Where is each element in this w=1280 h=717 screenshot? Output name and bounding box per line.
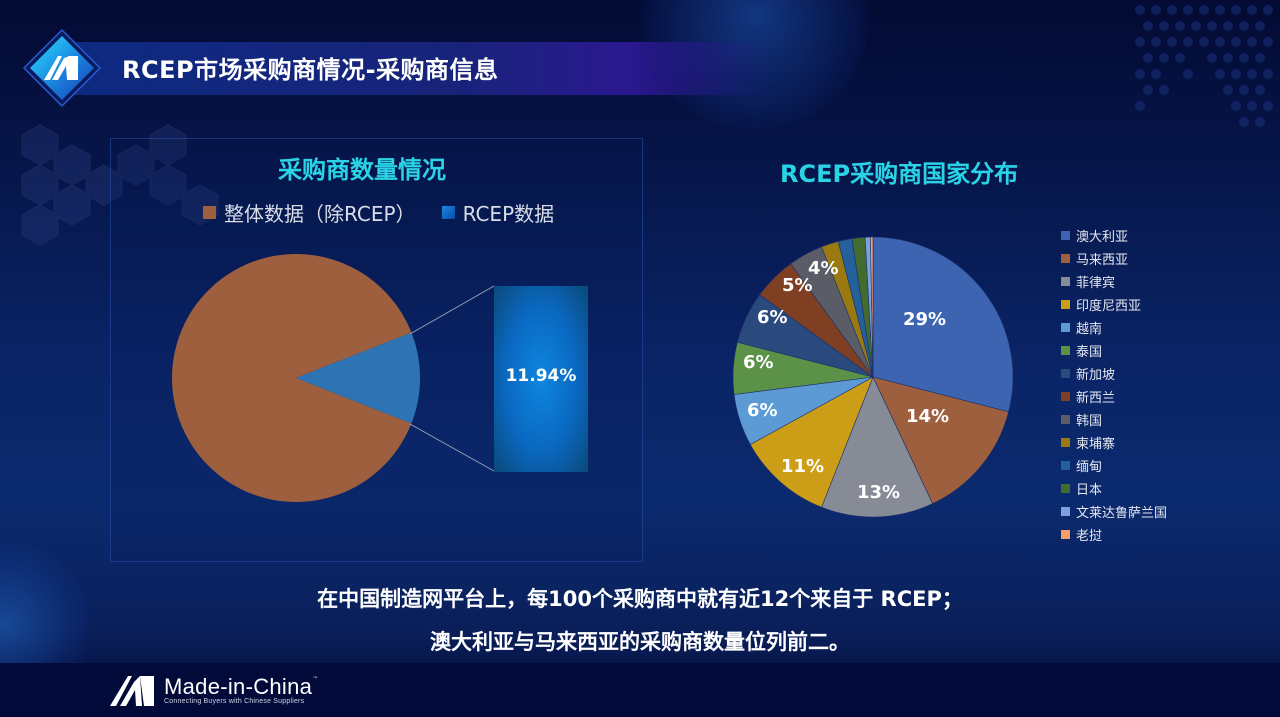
legend-swatch: [1061, 369, 1070, 378]
legend-item: 日本: [1061, 477, 1167, 500]
legend-label: 文莱达鲁萨兰国: [1076, 506, 1168, 521]
footer-brand-logo: Made-in-China™ Connecting Buyers with Ch…: [110, 672, 318, 708]
pie-slice-rcep: [296, 332, 421, 424]
legend-item: 韩国: [1061, 408, 1167, 431]
pie-label-new-zealand: 5%: [782, 275, 813, 296]
legend-item: 马来西亚: [1061, 247, 1167, 270]
legend-label: 整体数据（除RCEP）: [224, 202, 416, 226]
pie-label-australia: 29%: [903, 309, 947, 330]
brand-tagline: Connecting Buyers with Chinese Suppliers: [164, 697, 305, 705]
pie-slice-australia: [872, 236, 1014, 413]
right-chart-legend: 澳大利亚 马来西亚 菲律宾 印度尼西亚 越南 泰国 新加坡 新西兰 韩国 柬埔寨…: [1061, 224, 1167, 546]
legend-swatch: [1061, 484, 1070, 493]
legend-swatch: [1061, 392, 1070, 401]
legend-swatch: [441, 206, 455, 219]
legend-label: 马来西亚: [1076, 253, 1129, 268]
title-bar: [70, 42, 770, 95]
footer-bar: [0, 663, 1280, 717]
pie-label-indonesia: 11%: [781, 456, 825, 477]
pie-label-malaysia: 14%: [906, 406, 950, 427]
legend-swatch: [203, 206, 216, 219]
legend-label: 泰国: [1076, 345, 1103, 360]
legend-label: 新西兰: [1076, 391, 1116, 406]
world-map-dots-decoration: [1135, 5, 1273, 127]
right-chart-title: RCEP采购商国家分布: [780, 160, 1019, 188]
legend-label: 澳大利亚: [1076, 230, 1129, 245]
legend-swatch: [1061, 415, 1070, 424]
legend-swatch: [1061, 300, 1070, 309]
legend-item: 新西兰: [1061, 385, 1167, 408]
rcep-bar: [494, 286, 588, 472]
legend-item: 澳大利亚: [1061, 224, 1167, 247]
legend-label: 日本: [1076, 483, 1103, 498]
trademark: ™: [312, 675, 319, 683]
summary-line-1: 在中国制造网平台上，每100个采购商中就有近12个来自于 RCEP；: [317, 587, 963, 611]
legend-item: 越南: [1061, 316, 1167, 339]
pie-label-singapore: 6%: [757, 307, 788, 328]
pie-label-vietnam: 6%: [747, 400, 778, 421]
pie-slice-philippines: [821, 376, 933, 518]
legend-item: 菲律宾: [1061, 270, 1167, 293]
pie-label-thailand: 6%: [743, 352, 774, 373]
legend-item: 老挝: [1061, 523, 1167, 546]
legend-label: 韩国: [1076, 414, 1103, 429]
legend-swatch: [1061, 254, 1070, 263]
legend-swatch: [1061, 277, 1070, 286]
legend-swatch: [1061, 461, 1070, 470]
summary-line-2: 澳大利亚与马来西亚的采购商数量位列前二。: [430, 630, 850, 654]
brand-name: Made-in-China: [164, 673, 313, 699]
legend-label: 缅甸: [1076, 460, 1103, 475]
legend-item: 印度尼西亚: [1061, 293, 1167, 316]
legend-item: 泰国: [1061, 339, 1167, 362]
legend-swatch: [1061, 346, 1070, 355]
connector-line: [409, 285, 495, 335]
legend-item: 柬埔寨: [1061, 431, 1167, 454]
left-chart-legend: 整体数据（除RCEP） RCEP数据: [203, 198, 580, 227]
legend-label: 印度尼西亚: [1076, 299, 1142, 314]
legend-swatch: [1061, 438, 1070, 447]
legend-item: 新加坡: [1061, 362, 1167, 385]
rcep-percentage-label: 11.94%: [505, 366, 577, 386]
legend-label: RCEP数据: [462, 202, 555, 226]
legend-swatch: [1061, 323, 1070, 332]
pie-slice-malaysia: [872, 376, 1009, 505]
pie-label-korea: 4%: [808, 258, 839, 279]
legend-swatch: [1061, 530, 1070, 539]
legend-swatch: [1061, 507, 1070, 516]
legend-item: 缅甸: [1061, 454, 1167, 477]
pie-slice-overall: [172, 254, 412, 502]
legend-label: 新加坡: [1076, 368, 1116, 383]
pie-slice-indonesia: [749, 376, 874, 508]
pie-label-philippines: 13%: [857, 482, 901, 503]
connector-line: [409, 423, 495, 472]
legend-label: 老挝: [1076, 529, 1103, 544]
legend-item-overall: 整体数据（除RCEP）: [203, 198, 416, 227]
left-chart-title: 采购商数量情况: [278, 156, 446, 184]
legend-item-rcep: RCEP数据: [441, 198, 555, 227]
pie-slice-laos: [870, 236, 874, 378]
page-title: RCEP市场采购商情况-采购商信息: [122, 56, 499, 84]
made-in-china-m-logo-icon: [110, 676, 154, 706]
legend-label: 越南: [1076, 322, 1103, 337]
legend-label: 柬埔寨: [1076, 437, 1116, 452]
legend-label: 菲律宾: [1076, 276, 1116, 291]
made-in-china-m-diamond-icon: [22, 28, 102, 108]
legend-item: 文莱达鲁萨兰国: [1061, 500, 1167, 523]
legend-swatch: [1061, 231, 1070, 240]
